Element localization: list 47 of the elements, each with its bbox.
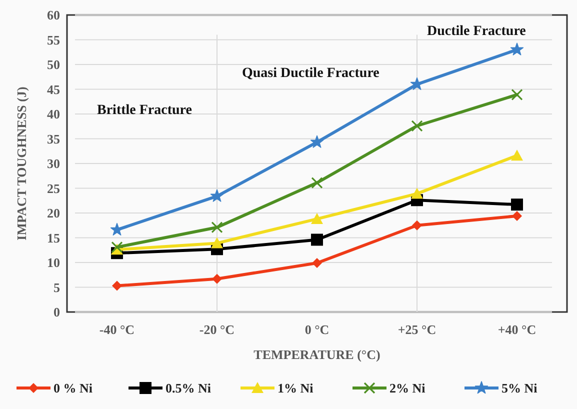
x-tick-label: -20 °C: [199, 322, 235, 337]
y-tick-label: 55: [47, 32, 60, 48]
point: [311, 177, 323, 189]
y-tick-label: 15: [47, 230, 60, 246]
point: [312, 258, 322, 268]
x-tick-label: -40 °C: [99, 322, 135, 337]
point: [311, 234, 323, 246]
point: [112, 280, 122, 291]
legend-label: 5% Ni: [502, 380, 538, 396]
point: [111, 241, 123, 253]
legend-label: 0.5% Ni: [166, 380, 212, 396]
y-tick-label: 50: [47, 57, 60, 72]
point: [411, 188, 423, 199]
point: [512, 210, 522, 221]
legend-label: 0 % Ni: [54, 380, 93, 396]
x-axis-title: TEMPERATURE (°C): [254, 347, 380, 362]
point: [210, 189, 224, 202]
y-tick-label: 40: [47, 106, 60, 122]
y-tick-label: 45: [47, 82, 60, 97]
x-tick-label: +25 °C: [398, 322, 436, 337]
y-tick-label: 30: [47, 156, 60, 172]
legend-label: 1% Ni: [278, 380, 314, 396]
point: [511, 88, 523, 100]
y-axis-title: IMPACT TOUGHNESS (J): [14, 86, 29, 240]
point: [311, 212, 323, 224]
point: [211, 237, 223, 248]
y-tick-label: 25: [47, 180, 60, 196]
annotation: Quasi Ductile Fracture: [242, 66, 380, 81]
x-tick-label: +40 °C: [498, 322, 536, 337]
legend-label: 2% Ni: [390, 380, 426, 396]
point: [411, 120, 423, 132]
point: [510, 42, 524, 56]
point: [511, 198, 523, 211]
annotation: Ductile Fracture: [427, 24, 526, 39]
y-tick-label: 20: [47, 206, 60, 221]
y-tick-label: 35: [47, 131, 60, 146]
point: [511, 150, 523, 161]
point: [211, 222, 223, 234]
y-tick-label: 0: [54, 304, 60, 320]
point: [310, 135, 324, 148]
y-tick-label: 10: [47, 255, 60, 270]
point: [212, 274, 222, 284]
y-tick-label: 60: [47, 8, 60, 23]
annotation: Brittle Fracture: [97, 103, 192, 118]
x-tick-label: 0 °C: [304, 322, 330, 337]
y-tick-label: 5: [54, 280, 60, 295]
point: [412, 220, 422, 230]
